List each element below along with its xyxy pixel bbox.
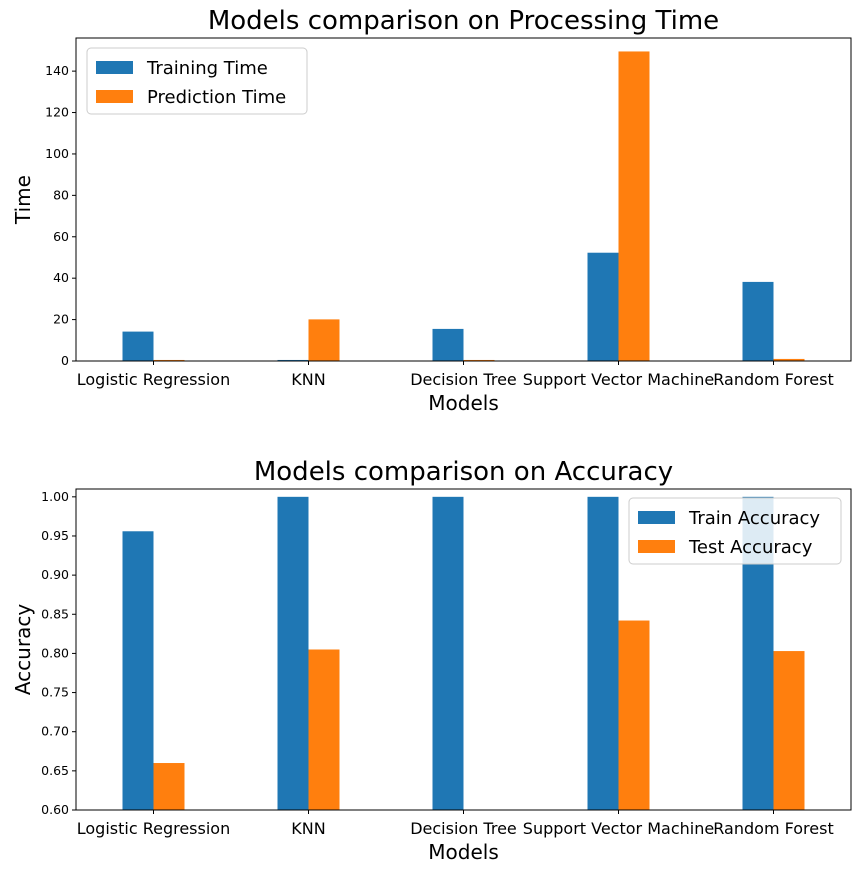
x-tick-label: Decision Tree bbox=[410, 819, 517, 838]
bar-train-accuracy-4 bbox=[587, 496, 619, 810]
legend-label-2: Test Accuracy bbox=[688, 537, 813, 558]
bar-training-time-3 bbox=[432, 328, 464, 361]
bar-train-accuracy-3 bbox=[432, 496, 464, 810]
y-tick-label: 0.80 bbox=[41, 645, 69, 660]
bar-test-accuracy-1 bbox=[153, 763, 185, 810]
y-tick-label: 100 bbox=[45, 146, 69, 161]
bar-prediction-time-5 bbox=[773, 358, 805, 361]
y-tick-label: 0.95 bbox=[41, 528, 69, 543]
y-tick-label: 80 bbox=[53, 187, 69, 202]
legend-label-1: Training Time bbox=[146, 58, 268, 79]
legend: Training Time Prediction Time bbox=[86, 47, 308, 115]
chart-title: Models comparison on Accuracy bbox=[254, 457, 673, 487]
legend-box bbox=[628, 497, 842, 565]
y-tick-label: 0.85 bbox=[41, 606, 69, 621]
x-tick-label: Logistic Regression bbox=[77, 370, 230, 389]
legend-box bbox=[86, 47, 308, 115]
y-tick-label: 1.00 bbox=[41, 489, 69, 504]
bar-training-time-1 bbox=[122, 331, 154, 361]
y-tick-label: 0.65 bbox=[41, 763, 69, 778]
y-tick-label: 0.60 bbox=[41, 802, 69, 817]
legend-label-2: Prediction Time bbox=[147, 87, 286, 108]
bar-prediction-time-1 bbox=[153, 359, 185, 361]
x-tick-label: Decision Tree bbox=[410, 370, 517, 389]
legend-swatch-2 bbox=[96, 90, 133, 103]
chart-1: 0 20 40 60 80 100 120 140 Logistic Regression KNN… bbox=[11, 6, 852, 415]
y-tick-label: 0.90 bbox=[41, 567, 69, 582]
y-tick-label: 40 bbox=[53, 270, 69, 285]
bar-training-time-4 bbox=[587, 252, 619, 361]
bar-test-accuracy-2 bbox=[308, 649, 340, 810]
legend-swatch-1 bbox=[96, 61, 133, 74]
chart-2: 0.60 0.65 0.70 0.75 0.80 0.85 0.90 0.95 1.00 Logi… bbox=[11, 457, 852, 864]
x-tick-label: Logistic Regression bbox=[77, 819, 230, 838]
y-tick-label: 20 bbox=[53, 312, 69, 327]
bar-prediction-time-3 bbox=[463, 359, 495, 361]
y-tick-label: 0 bbox=[61, 353, 69, 368]
bar-test-accuracy-5 bbox=[773, 651, 805, 810]
y-tick-label: 140 bbox=[45, 63, 69, 78]
x-tick-label: KNN bbox=[291, 370, 325, 389]
bar-prediction-time-4 bbox=[618, 51, 650, 361]
y-axis-label: Time bbox=[11, 175, 35, 225]
x-axis-label: Models bbox=[428, 840, 498, 864]
x-tick-label: Support Vector Machine bbox=[523, 819, 714, 838]
x-axis-label: Models bbox=[428, 391, 498, 415]
bar-training-time-2 bbox=[277, 359, 309, 361]
x-tick-label: Random Forest bbox=[713, 370, 833, 389]
bar-train-accuracy-2 bbox=[277, 496, 309, 810]
chart-title: Models comparison on Processing Time bbox=[208, 6, 719, 36]
x-tick-label: Random Forest bbox=[713, 819, 833, 838]
bar-prediction-time-2 bbox=[308, 319, 340, 361]
legend-swatch-1 bbox=[638, 511, 675, 524]
legend-label-1: Train Accuracy bbox=[688, 508, 820, 529]
bar-train-accuracy-1 bbox=[122, 531, 154, 810]
x-tick-label: KNN bbox=[291, 819, 325, 838]
y-tick-label: 0.70 bbox=[41, 724, 69, 739]
legend: Train Accuracy Test Accuracy bbox=[628, 497, 842, 565]
bar-training-time-5 bbox=[742, 281, 774, 361]
y-tick-label: 120 bbox=[45, 105, 69, 120]
y-tick-label: 60 bbox=[53, 229, 69, 244]
legend-swatch-2 bbox=[638, 540, 675, 553]
bar-test-accuracy-4 bbox=[618, 620, 650, 810]
x-tick-label: Support Vector Machine bbox=[523, 370, 714, 389]
y-axis-label: Accuracy bbox=[11, 604, 35, 695]
y-tick-label: 0.75 bbox=[41, 685, 69, 700]
